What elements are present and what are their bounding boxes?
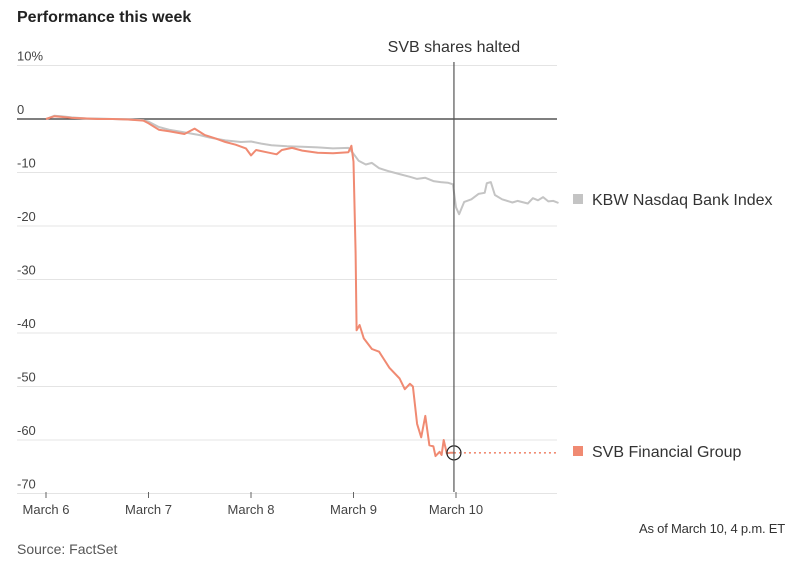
legend-layer: KBW Nasdaq Bank Index SVB Financial Group: [573, 192, 773, 461]
svb-line: [45, 115, 454, 458]
svb-legend-swatch: [573, 446, 583, 456]
x-tick-label: March 9: [330, 502, 377, 517]
x-tick-label: March 7: [125, 502, 172, 517]
y-tick-label: -30: [17, 263, 36, 278]
x-tick-label: March 8: [228, 502, 275, 517]
grid-layer: [17, 65, 557, 494]
x-tick-label: March 10: [429, 502, 483, 517]
y-tick-label: 10%: [17, 49, 43, 64]
y-tick-label: -60: [17, 423, 36, 438]
as-of-note: As of March 10, 4 p.m. ET: [639, 521, 785, 536]
halt-annotation: SVB shares halted: [388, 39, 521, 56]
series-layer: [45, 114, 559, 461]
x-tick-label: March 6: [23, 502, 70, 517]
chart-title: Performance this week: [17, 9, 192, 26]
y-axis-ticks: 10% 0 -10 -20 -30 -40 -50 -60 -70: [17, 49, 43, 492]
kbw-legend-label: KBW Nasdaq Bank Index: [592, 192, 773, 209]
y-tick-label: -50: [17, 370, 36, 385]
annotation-layer: SVB shares halted: [388, 39, 521, 492]
y-tick-label: -40: [17, 316, 36, 331]
y-tick-label: -10: [17, 156, 36, 171]
kbw-legend-swatch: [573, 194, 583, 204]
y-tick-label: -70: [17, 477, 36, 492]
svb-legend-label: SVB Financial Group: [592, 444, 742, 461]
source-note: Source: FactSet: [17, 541, 118, 557]
y-tick-label: -20: [17, 209, 36, 224]
y-tick-label: 0: [17, 102, 24, 117]
kbw-index-line: [45, 114, 559, 216]
x-axis-ticks: March 6 March 7 March 8 March 9 March 10: [23, 492, 483, 517]
